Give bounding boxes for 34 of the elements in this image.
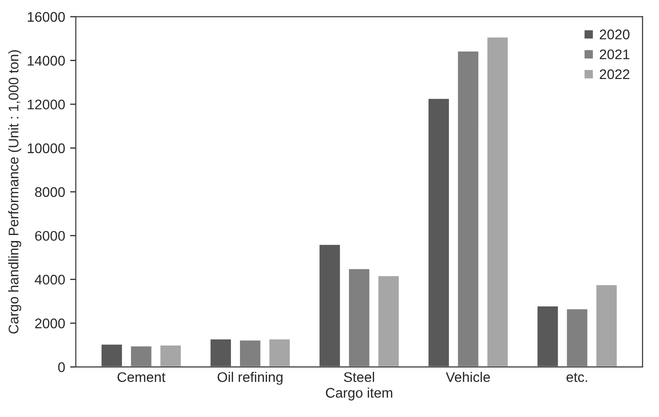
x-tick-label: Cement: [118, 372, 166, 382]
bar: [238, 339, 262, 367]
legend-label: 2020: [600, 30, 630, 40]
bar: [486, 36, 510, 367]
y-tick-label: 10000: [28, 143, 65, 154]
x-tick-label: Steel: [344, 372, 374, 382]
bar: [348, 268, 371, 367]
y-tick-label: 8000: [35, 187, 65, 197]
bar: [594, 284, 618, 367]
bar: [376, 274, 400, 367]
y-tick-label: 12000: [28, 100, 65, 110]
y-tick-label: 6000: [35, 230, 65, 241]
x-tick-label: Vehicle: [446, 372, 490, 382]
bar: [100, 343, 124, 367]
bar: [209, 338, 232, 367]
y-tick-label: 16000: [28, 12, 65, 22]
bar: [427, 97, 450, 367]
bar: [159, 344, 182, 367]
y-axis-title: Cargo handling Performance (Unit : 1,000 ton): [8, 50, 22, 334]
y-tick-label: 0: [58, 362, 65, 372]
bar: [318, 243, 342, 367]
bar: [536, 304, 560, 367]
x-tick-label: Oil refining: [218, 372, 282, 385]
x-tick-label: etc.: [566, 372, 588, 382]
x-axis-title: Cargo item: [326, 388, 392, 400]
bar: [268, 338, 292, 367]
y-tick-label: 2000: [35, 318, 65, 328]
y-tick-label: 4000: [34, 274, 65, 285]
bar: [566, 308, 589, 367]
legend-label: 2022: [600, 69, 630, 80]
y-tick-label: 14000: [28, 56, 65, 66]
bar: [456, 50, 480, 367]
legend-label: 2021: [600, 49, 630, 60]
bar: [130, 345, 153, 367]
